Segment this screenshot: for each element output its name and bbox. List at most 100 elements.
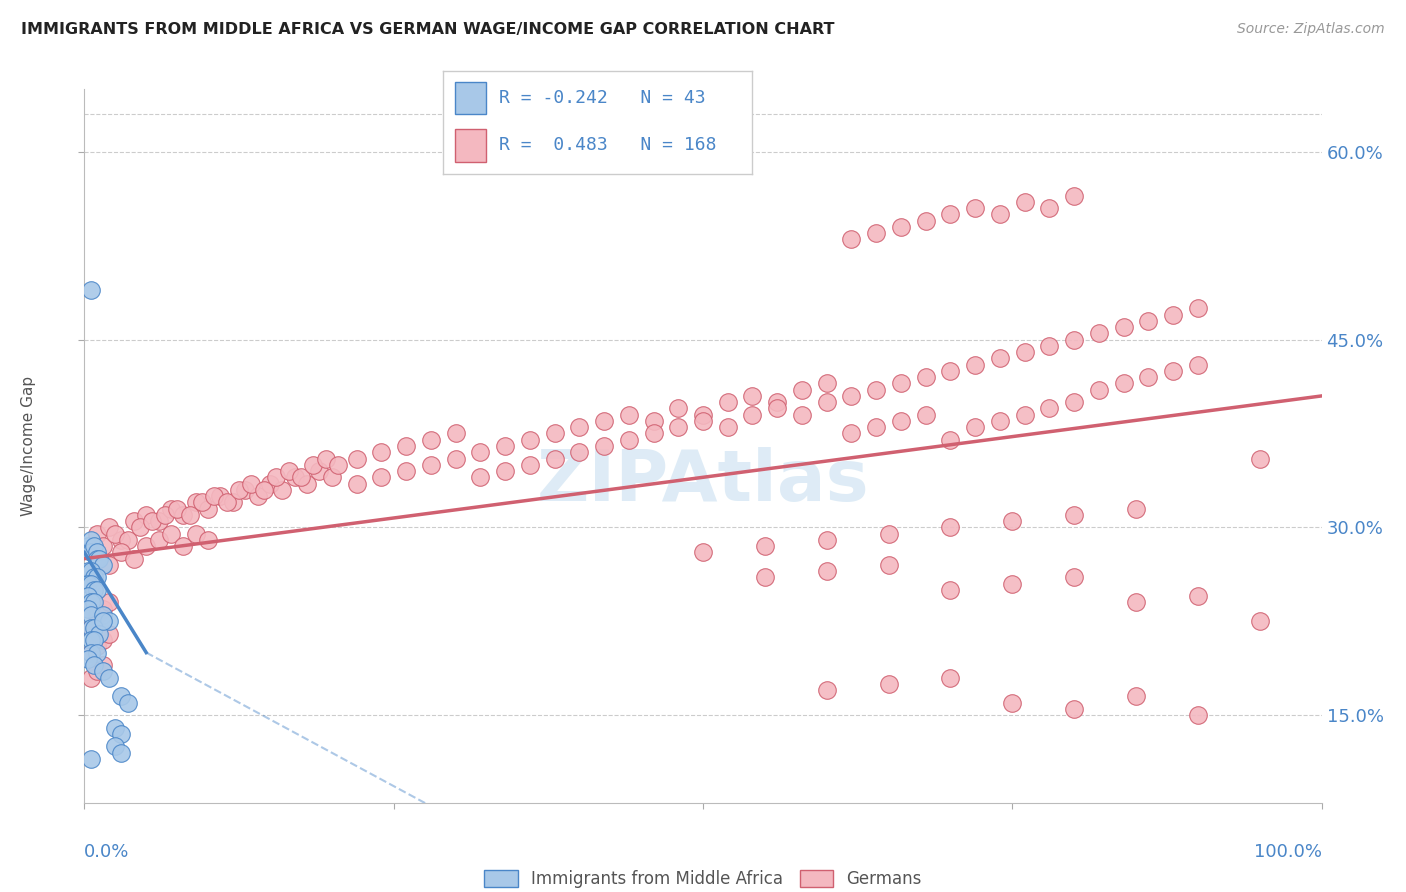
Point (494, 439, 516, 453)
Point (568, 445, 591, 459)
Point (543, 426, 565, 441)
Text: ZIPAtlas: ZIPAtlas (537, 447, 869, 516)
Point (914, 408, 936, 422)
Text: IMMIGRANTS FROM MIDDLE AFRICA VS GERMAN WAGE/INCOME GAP CORRELATION CHART: IMMIGRANTS FROM MIDDLE AFRICA VS GERMAN … (21, 22, 835, 37)
Point (1125, 501, 1147, 516)
Point (939, 520, 962, 534)
Point (1001, 514, 1024, 528)
Point (939, 207, 962, 221)
Point (83, 658, 105, 673)
Point (308, 464, 330, 478)
Point (1063, 570, 1085, 584)
Point (914, 370, 936, 384)
Point (877, 558, 900, 572)
Point (1137, 370, 1160, 384)
Point (141, 514, 163, 528)
Point (470, 470, 492, 484)
Point (617, 408, 640, 422)
Legend: Immigrants from Middle Africa, Germans: Immigrants from Middle Africa, Germans (478, 863, 928, 892)
Point (197, 501, 219, 516)
Point (1161, 364, 1184, 378)
Point (444, 426, 467, 441)
Point (83, 621, 105, 635)
Point (184, 495, 207, 509)
Point (815, 564, 838, 578)
Point (543, 451, 565, 466)
Point (122, 551, 145, 566)
Point (692, 545, 714, 559)
Point (295, 476, 318, 491)
Point (91, 601, 114, 615)
Point (1088, 383, 1111, 397)
Point (519, 458, 541, 472)
Point (1014, 408, 1036, 422)
Point (370, 470, 392, 484)
Point (717, 395, 740, 409)
Point (79, 576, 101, 591)
Point (148, 514, 170, 528)
Point (1137, 314, 1160, 328)
Point (988, 351, 1011, 366)
Point (79, 533, 101, 547)
Point (939, 433, 962, 447)
Point (914, 213, 936, 227)
Point (346, 476, 368, 491)
Point (865, 420, 887, 434)
Point (302, 458, 325, 472)
Point (91, 539, 114, 553)
Point (741, 408, 763, 422)
Point (1088, 326, 1111, 341)
Point (1038, 401, 1060, 416)
Point (1161, 308, 1184, 322)
Point (179, 508, 201, 522)
Point (965, 420, 987, 434)
Point (494, 464, 516, 478)
Point (172, 539, 194, 553)
Point (86, 545, 108, 559)
Point (160, 501, 183, 516)
Point (104, 526, 127, 541)
Point (86, 551, 108, 566)
Point (89, 627, 111, 641)
Point (110, 545, 132, 559)
Point (321, 470, 343, 484)
Point (841, 232, 863, 246)
Point (815, 683, 838, 698)
Point (91, 658, 114, 673)
Point (83, 633, 105, 648)
Point (1063, 702, 1085, 716)
Point (184, 526, 207, 541)
Text: 100.0%: 100.0% (1254, 843, 1322, 861)
Point (692, 414, 714, 428)
Point (98, 627, 121, 641)
Point (1187, 358, 1209, 372)
Point (1038, 201, 1060, 215)
Point (233, 483, 256, 497)
Point (79, 595, 101, 609)
Point (754, 539, 776, 553)
Point (988, 414, 1011, 428)
Point (790, 383, 813, 397)
Point (98, 520, 121, 534)
Point (110, 746, 132, 760)
Point (86, 646, 108, 660)
Point (1063, 333, 1085, 347)
Point (988, 207, 1011, 221)
Point (79, 564, 101, 578)
Point (643, 414, 665, 428)
Point (89, 551, 111, 566)
Point (815, 395, 838, 409)
Point (246, 489, 269, 503)
Point (160, 526, 183, 541)
Point (568, 420, 591, 434)
Point (135, 539, 157, 553)
Point (815, 533, 838, 547)
Point (104, 739, 127, 754)
Point (253, 483, 276, 497)
Point (209, 489, 232, 503)
Point (135, 508, 157, 522)
Point (370, 445, 392, 459)
Point (110, 533, 132, 547)
Point (965, 201, 987, 215)
Point (98, 671, 121, 685)
